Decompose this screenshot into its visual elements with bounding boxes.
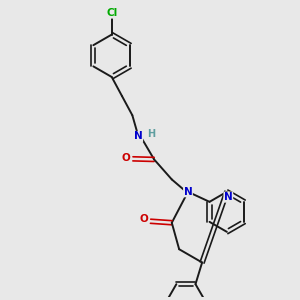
Text: O: O — [140, 214, 148, 224]
Text: N: N — [184, 187, 192, 197]
Text: H: H — [147, 129, 155, 139]
Text: Cl: Cl — [106, 8, 117, 18]
Text: O: O — [122, 153, 130, 163]
Text: N: N — [224, 192, 233, 202]
Text: N: N — [134, 131, 142, 142]
